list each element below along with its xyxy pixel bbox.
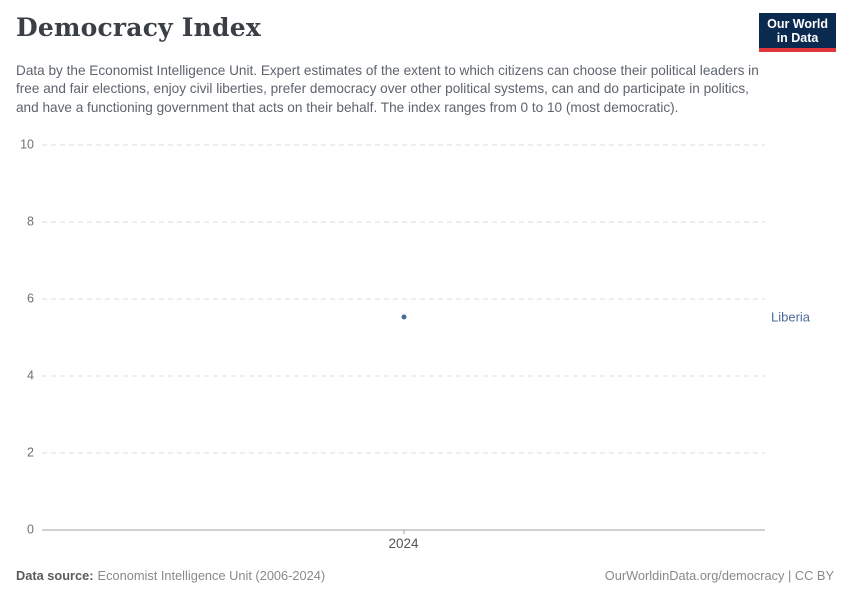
data-source-value: Economist Intelligence Unit (2006-2024) [97, 568, 326, 583]
x-tick-mark [403, 530, 404, 534]
entity-label-liberia[interactable]: Liberia [771, 309, 811, 325]
y-tick-label: 6 [27, 291, 34, 306]
owid-logo-line2: in Data [776, 31, 819, 45]
y-tick-label: 4 [27, 368, 34, 383]
attribution-link[interactable]: OurWorldinData.org/democracy | CC BY [604, 568, 834, 583]
y-tick-label: 2 [27, 445, 34, 460]
owid-logo[interactable]: Our World in Data [759, 13, 836, 52]
y-tick-label: 0 [27, 522, 34, 537]
y-tick-label: 10 [20, 137, 34, 152]
chart-footer: Data source: Economist Intelligence Unit … [16, 568, 834, 583]
gridline [42, 221, 765, 223]
gridline [42, 452, 765, 454]
owid-logo-line1: Our World [767, 17, 828, 31]
data-source: Data source: Economist Intelligence Unit … [16, 568, 325, 583]
x-tick-label: 2024 [388, 536, 419, 551]
data-point-liberia[interactable] [401, 314, 406, 320]
gridline [42, 375, 765, 377]
chart-subtitle: Data by the Economist Intelligence Unit.… [16, 63, 759, 115]
y-tick-label: 8 [27, 214, 34, 229]
data-source-label: Data source: [16, 568, 94, 583]
chart-title: Democracy Index [16, 13, 261, 42]
gridline [42, 298, 765, 300]
gridline [42, 144, 765, 146]
plot-area: 0 2 4 6 8 10 2024 Liberia [20, 138, 810, 551]
